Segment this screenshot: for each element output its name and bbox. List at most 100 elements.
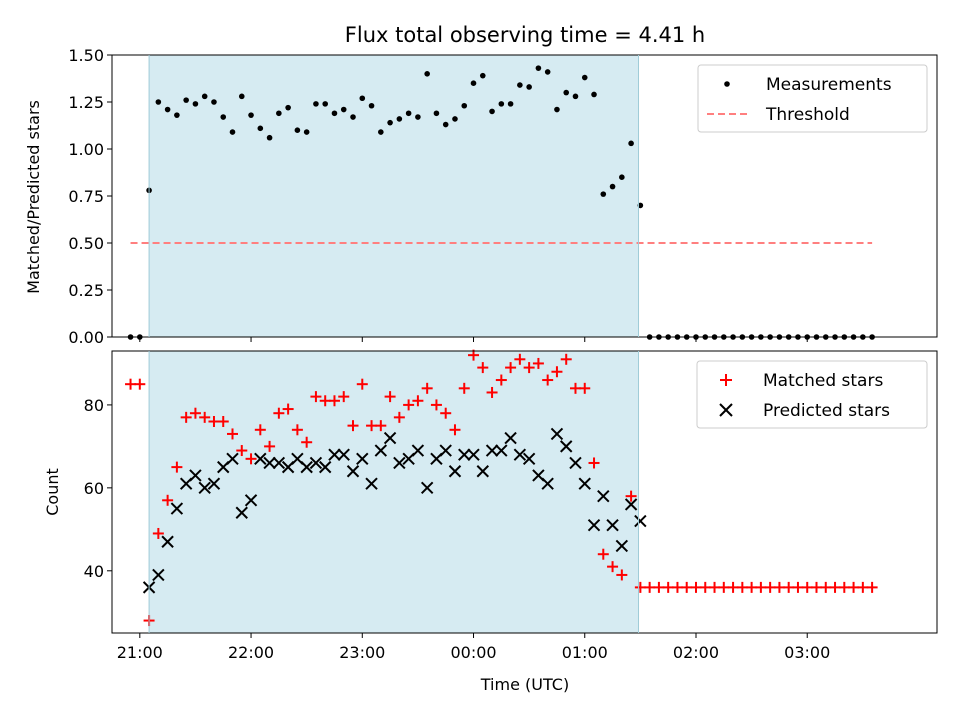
matched-star-point [486,386,498,398]
matched-star-point [125,378,137,390]
predicted-star-point [374,444,388,457]
matched-star-point [412,395,424,407]
predicted-star-point [356,452,369,466]
measurement-point [322,101,329,107]
measurement-point [248,112,254,118]
measurement-point [396,116,403,122]
matched-star-point [579,382,591,394]
chart-title: Flux total observing time = 4.41 h [345,23,705,47]
top-y-ticks: 0.00 0.25 0.50 0.75 1.00 1.25 1.50 [68,46,112,347]
predicted-star-point [578,477,591,490]
measurement-point [461,102,468,109]
matched-star-point [282,403,294,415]
predicted-star-point [458,448,471,461]
measurement-point [609,183,616,190]
measurement-point [331,110,338,117]
bottom-y-ticks: 40 60 80 [84,396,112,581]
matched-star-point [616,569,628,581]
matched-star-point [644,581,656,593]
predicted-star-point [615,539,629,553]
predicted-star-point [569,456,582,470]
top-x-ticks [139,337,808,342]
bottom-x-ticks: 21:00 22:00 23:00 00:00 01:00 02:00 03:00 [117,633,830,662]
y-tick-label: 1.00 [68,140,104,159]
x-tick-label: 02:00 [673,643,719,662]
measurement-point [619,174,625,180]
matched-star-point [866,581,878,593]
measurement-point [340,106,347,113]
predicted-star-point [365,477,378,490]
predicted-star-point [189,469,202,482]
measurement-point [303,129,310,135]
measurement-point [535,65,542,71]
matched-star-point [681,581,693,593]
x-tick-label: 21:00 [117,643,163,662]
x-tick-label: 01:00 [562,643,608,662]
measurement-point [415,114,421,120]
matched-star-point [495,374,507,386]
matched-star-point [199,411,211,423]
predicted-star-point [420,481,434,495]
predicted-star-point [152,568,165,582]
matched-star-point [662,581,674,593]
measurement-point [442,121,449,128]
matched-star-point [254,424,266,436]
measurement-point [313,101,319,107]
top-legend: Measurements Threshold [697,64,928,133]
matched-star-point [421,382,433,394]
matched-star-point [477,362,489,374]
x-tick-label: 23:00 [339,643,385,662]
legend-label-predicted-stars: Predicted stars [763,401,890,421]
matched-star-point [384,391,396,403]
measurement-point [581,74,588,81]
measurement-point [238,93,245,100]
matched-star-point [180,411,192,423]
bottom-axes-frame [111,350,938,634]
matched-star-point [727,581,739,593]
matched-star-point [366,420,378,432]
matched-star-point [208,416,220,427]
measurement-point [544,69,551,75]
y-tick-label: 0.75 [68,187,104,206]
y-tick-label: 1.25 [68,93,104,112]
y-tick-label: 80 [84,396,104,415]
predicted-star-point [383,431,397,445]
matched-star-point [690,581,702,593]
matched-star-point [829,581,841,593]
matched-star-point [709,581,721,593]
matched-star-point [671,581,683,593]
matched-star-point [458,382,470,394]
matched-star-point [634,581,646,593]
measurement-point [433,110,440,117]
matched-star-point [718,581,730,593]
predicted-star-point [198,481,211,495]
matched-star-point [848,581,860,593]
measurement-point [424,71,430,77]
predicted-star-point [550,427,564,441]
matched-star-point [551,366,563,378]
y-tick-label: 0.25 [68,281,104,300]
x-axis-label: Time (UTC) [480,675,569,694]
matched-star-point [625,490,637,502]
predicted-star-point [263,456,276,470]
measurement-point [368,102,375,109]
matched-star-point [162,494,174,506]
measurement-point [276,110,282,117]
predicted-star-point [161,535,174,548]
matched-star-point [653,581,665,593]
observing-window-shade [149,351,639,633]
measurement-point [266,134,273,141]
predicted-star-point [244,494,258,507]
predicted-star-point [337,448,350,461]
observing-window-shade [149,55,639,337]
predicted-star-point [448,465,462,478]
matched-star-point [773,581,785,593]
x-tick-label: 00:00 [450,643,496,662]
matched-star-point [310,391,322,403]
matched-star-point [746,581,758,593]
matched-star-point [440,407,452,419]
legend-label-matched-stars: Matched stars [763,371,883,391]
predicted-star-point [467,448,480,461]
matched-star-point [301,436,313,448]
